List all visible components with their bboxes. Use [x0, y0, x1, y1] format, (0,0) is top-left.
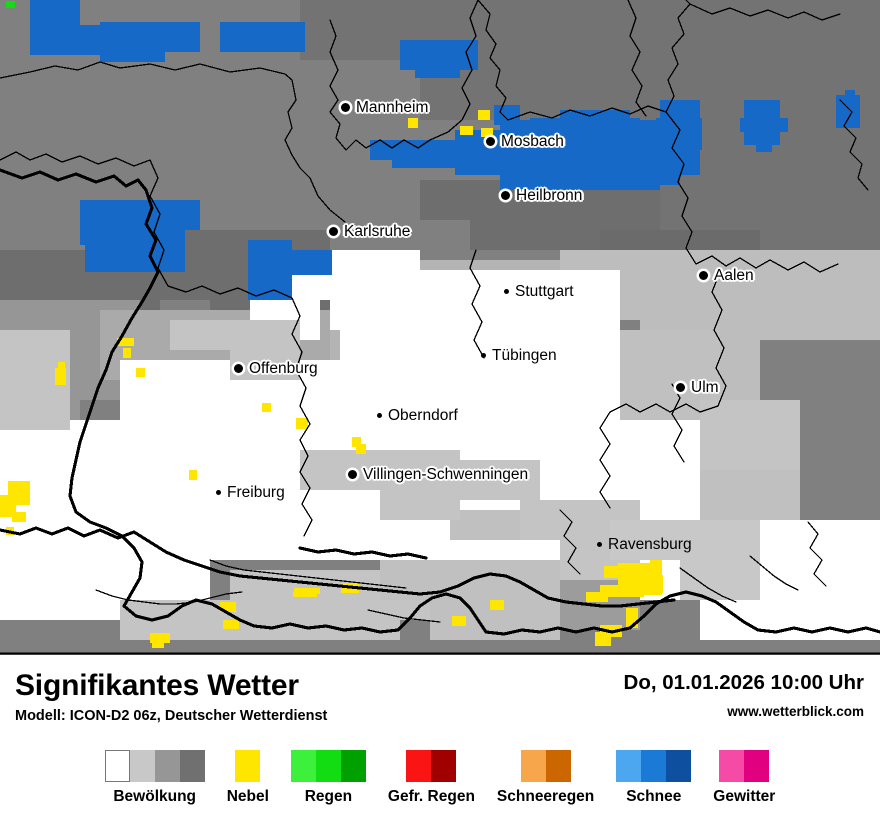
- legend-color-cell: [154, 750, 180, 782]
- legend-color-cell: [616, 750, 642, 782]
- legend-item: Schneeregen: [497, 750, 594, 805]
- model-subtitle: Modell: ICON-D2 06z, Deutscher Wetterdie…: [15, 707, 328, 724]
- city-dot-icon: [341, 103, 350, 113]
- city-dot-icon: [676, 383, 685, 393]
- weather-map[interactable]: Mannheim Mosbach Heilbronn Karlsruhe Aalen St…: [0, 0, 880, 655]
- city-marker: Ulm: [676, 380, 719, 396]
- city-dot-icon: [501, 191, 510, 201]
- city-marker: Oberndorf: [377, 408, 458, 424]
- city-dot-icon: [699, 271, 708, 281]
- legend-color-cell: [719, 750, 745, 782]
- rain-field: [6, 1, 15, 8]
- city-label: Freiburg: [227, 484, 285, 501]
- legend-color-cell: [641, 750, 667, 782]
- legend-item: Nebel: [227, 750, 269, 805]
- city-label: Offenburg: [249, 360, 318, 377]
- footer: Signifikantes Wetter Modell: ICON-D2 06z…: [0, 655, 880, 830]
- city-dot-icon: [597, 542, 602, 548]
- city-label: Stuttgart: [515, 283, 574, 300]
- city-label: Mannheim: [356, 99, 429, 116]
- city-dot-icon: [481, 353, 486, 359]
- page-title: Signifikantes Wetter: [15, 669, 299, 702]
- city-label: Ravensburg: [608, 536, 692, 553]
- city-dot-icon: [486, 137, 495, 147]
- city-label: Ulm: [691, 379, 719, 396]
- legend-swatch: [520, 750, 571, 782]
- city-dot-icon: [216, 490, 221, 496]
- city-dot-icon: [504, 289, 509, 295]
- legend-label: Schneeregen: [496, 788, 595, 805]
- city-label: Tübingen: [492, 347, 557, 364]
- legend-swatch: [290, 750, 366, 782]
- city-marker: Villingen-Schwenningen: [348, 467, 528, 483]
- legend-label: Gewitter: [713, 788, 776, 805]
- legend-color-cell: [129, 750, 155, 782]
- city-marker: Aalen: [699, 268, 754, 284]
- city-marker: Mosbach: [486, 134, 564, 150]
- city-marker: Karlsruhe: [329, 224, 410, 240]
- map-raster-layer: [0, 0, 880, 655]
- city-marker: Heilbronn: [501, 188, 582, 204]
- city-marker: Mannheim: [341, 100, 428, 116]
- cloud-cover-field: [0, 0, 880, 640]
- legend: Bewölkung Nebel Regen Gefr. Regen Schneerege…: [0, 750, 880, 805]
- city-dot-icon: [329, 227, 338, 237]
- city-dot-icon: [348, 470, 357, 480]
- legend-color-cell: [340, 750, 366, 782]
- meta-block: Do, 01.01.2026 10:00 Uhr www.wetterblick…: [623, 671, 864, 719]
- legend-item: Schnee: [616, 750, 692, 805]
- legend-color-cell: [666, 750, 692, 782]
- legend-color-cell: [406, 750, 432, 782]
- city-marker: Stuttgart: [504, 284, 574, 300]
- legend-swatch: [104, 750, 205, 782]
- legend-item: Regen: [290, 750, 366, 805]
- city-label: Villingen-Schwenningen: [363, 466, 529, 483]
- legend-swatch: [235, 750, 261, 782]
- city-dot-icon: [234, 364, 243, 374]
- legend-color-cell: [179, 750, 205, 782]
- city-marker: Offenburg: [234, 361, 318, 377]
- legend-color-cell: [235, 750, 261, 782]
- legend-label: Regen: [304, 788, 353, 805]
- city-marker: Tübingen: [481, 348, 557, 364]
- legend-swatch: [406, 750, 457, 782]
- city-label: Heilbronn: [516, 187, 583, 204]
- snow-field: [30, 0, 860, 300]
- city-label: Aalen: [714, 267, 754, 284]
- title-block: Signifikantes Wetter Modell: ICON-D2 06z…: [15, 669, 328, 724]
- city-marker: Freiburg: [216, 485, 285, 501]
- city-dot-icon: [377, 413, 382, 419]
- legend-item: Gefr. Regen: [388, 750, 475, 805]
- legend-label: Gefr. Regen: [387, 788, 475, 805]
- city-marker: Ravensburg: [597, 537, 692, 553]
- legend-swatch: [616, 750, 692, 782]
- legend-label: Nebel: [226, 788, 269, 805]
- legend-item: Gewitter: [713, 750, 775, 805]
- legend-color-cell: [290, 750, 316, 782]
- city-label: Oberndorf: [388, 407, 458, 424]
- city-label: Mosbach: [501, 133, 564, 150]
- legend-item: Bewölkung: [104, 750, 205, 805]
- forecast-timestamp: Do, 01.01.2026 10:00 Uhr: [623, 671, 864, 694]
- legend-color-cell: [520, 750, 546, 782]
- legend-color-cell: [315, 750, 341, 782]
- legend-color-cell: [431, 750, 457, 782]
- legend-color-cell: [104, 750, 130, 782]
- fog-field: [0, 110, 663, 648]
- city-label: Karlsruhe: [344, 223, 411, 240]
- region-borders: [0, 0, 880, 636]
- legend-swatch: [719, 750, 770, 782]
- legend-label: Bewölkung: [113, 788, 197, 805]
- website-url: www.wetterblick.com: [727, 703, 864, 719]
- legend-label: Schnee: [626, 788, 682, 805]
- legend-color-cell: [545, 750, 571, 782]
- legend-color-cell: [744, 750, 770, 782]
